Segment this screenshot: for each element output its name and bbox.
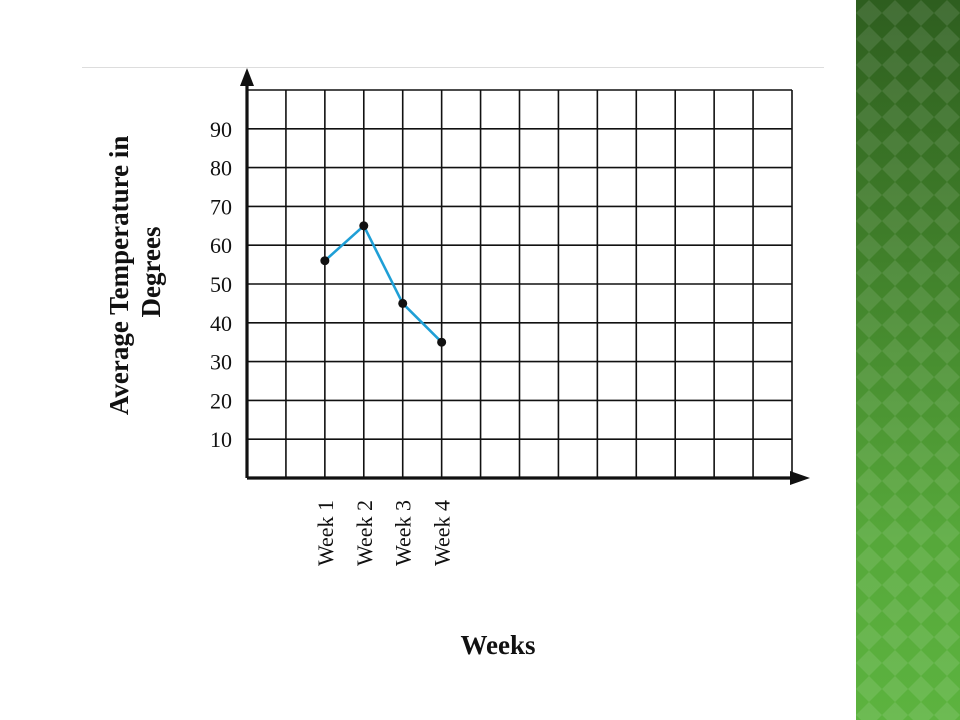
- x-category-labels: Week 1 Week 2 Week 3 Week 4: [313, 500, 455, 566]
- grid: [246, 89, 793, 479]
- diamond-pattern: [856, 0, 960, 720]
- x-category-label: Week 1: [313, 500, 338, 566]
- y-axis-title: Average Temperature in Degrees: [104, 129, 166, 415]
- y-axis-title-line-1: Average Temperature in: [104, 136, 134, 415]
- y-tick-label: 40: [210, 311, 232, 336]
- x-category-label: Week 3: [391, 500, 416, 566]
- y-axis-title-line-2: Degrees: [136, 227, 166, 318]
- series: [323, 224, 443, 344]
- x-axis-arrow: [790, 471, 810, 485]
- y-tick-label: 10: [210, 427, 232, 452]
- title-divider: [82, 67, 824, 68]
- y-tick-label: 70: [210, 194, 232, 219]
- x-category-label: Week 4: [430, 500, 455, 566]
- y-tick-label: 30: [210, 350, 232, 375]
- axes: [240, 68, 810, 485]
- y-tick-labels: 10 20 30 40 50 60 70 80 90: [210, 117, 232, 452]
- data-point: [320, 256, 330, 266]
- y-tick-label: 60: [210, 233, 232, 258]
- y-tick-label: 50: [210, 272, 232, 297]
- data-point: [359, 221, 369, 231]
- y-tick-label: 80: [210, 156, 232, 181]
- data-point: [437, 337, 447, 347]
- x-category-label: Week 2: [352, 500, 377, 566]
- series-line: [323, 224, 443, 344]
- y-tick-label: 20: [210, 388, 232, 413]
- x-axis-title: Weeks: [460, 630, 535, 660]
- y-tick-label: 90: [210, 117, 232, 142]
- data-point: [398, 298, 408, 308]
- decorative-sidebar: [856, 0, 960, 720]
- y-axis-arrow: [240, 68, 254, 86]
- data-points: [320, 221, 447, 347]
